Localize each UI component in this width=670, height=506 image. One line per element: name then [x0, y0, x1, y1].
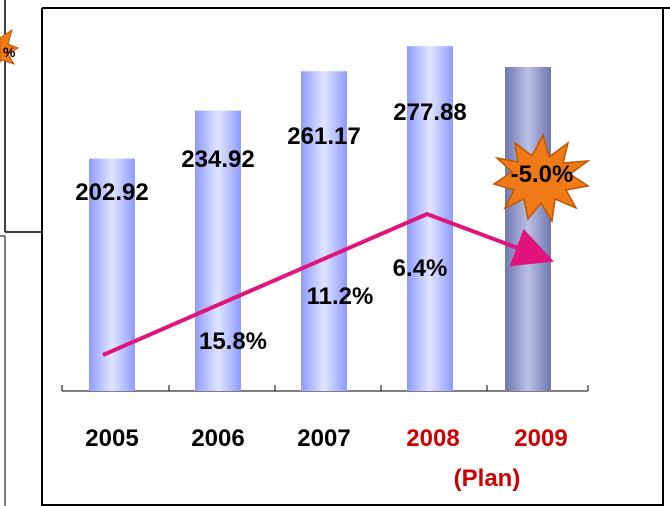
partial-badge: % — [0, 28, 20, 65]
growth-label-2007: 11.2% — [307, 283, 374, 310]
growth-line — [102, 211, 554, 357]
bar-2007 — [301, 71, 347, 392]
partial-badge-label: % — [3, 44, 16, 60]
category-label-2007: 2007 — [297, 425, 350, 452]
highlight-label: -5.0% — [511, 161, 574, 188]
category-labels: 2005 2006 2007 2008 2009 (Plan) — [85, 425, 567, 492]
highlight-burst: -5.0% — [492, 132, 591, 224]
value-label-2006: 234.92 — [181, 146, 254, 173]
growth-label-2008: 6.4% — [393, 255, 448, 282]
bar-2006 — [195, 110, 241, 392]
category-label-2005: 2005 — [85, 425, 138, 452]
bars-group — [89, 46, 551, 392]
burst-shape — [492, 132, 591, 224]
growth-label-2006: 15.8% — [199, 328, 267, 355]
value-labels: 202.92 234.92 261.17 277.88 — [75, 99, 466, 206]
category-label-2009: 2009 — [514, 425, 567, 452]
bar-2009 — [505, 67, 551, 391]
category-label-2008: 2008 — [406, 425, 459, 452]
value-label-2008: 277.88 — [393, 99, 466, 126]
growth-labels: 15.8% 11.2% 6.4% — [199, 255, 447, 355]
category-label-2006: 2006 — [191, 425, 244, 452]
growth-line-path — [102, 211, 554, 357]
value-label-2005: 202.92 — [75, 179, 148, 206]
category-sublabel-2009: (Plan) — [454, 465, 521, 492]
value-label-2007: 261.17 — [287, 123, 360, 150]
